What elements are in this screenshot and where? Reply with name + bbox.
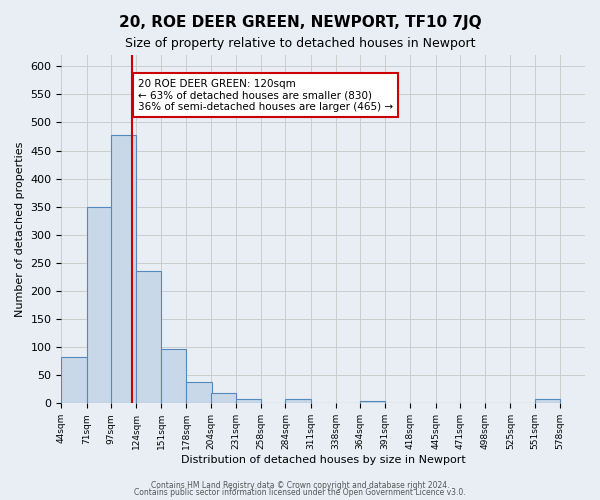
Bar: [236, 399, 261, 404]
Bar: [111, 135, 136, 404]
Bar: [61, 356, 86, 404]
Bar: [136, 272, 161, 404]
Text: 20, ROE DEER GREEN, NEWPORT, TF10 7JQ: 20, ROE DEER GREEN, NEWPORT, TF10 7JQ: [119, 15, 481, 30]
Text: Size of property relative to detached houses in Newport: Size of property relative to detached ho…: [125, 38, 475, 51]
Bar: [86, 206, 112, 404]
Text: Contains public sector information licensed under the Open Government Licence v3: Contains public sector information licen…: [134, 488, 466, 497]
Text: Contains HM Land Registry data © Crown copyright and database right 2024.: Contains HM Land Registry data © Crown c…: [151, 480, 449, 490]
Y-axis label: Number of detached properties: Number of detached properties: [15, 142, 25, 317]
X-axis label: Distribution of detached houses by size in Newport: Distribution of detached houses by size …: [181, 455, 466, 465]
Bar: [360, 400, 385, 404]
Bar: [286, 399, 311, 404]
Bar: [161, 349, 187, 404]
Bar: [187, 382, 212, 404]
Bar: [535, 399, 560, 404]
Text: 20 ROE DEER GREEN: 120sqm
← 63% of detached houses are smaller (830)
36% of semi: 20 ROE DEER GREEN: 120sqm ← 63% of detac…: [138, 78, 393, 112]
Bar: [211, 392, 236, 404]
